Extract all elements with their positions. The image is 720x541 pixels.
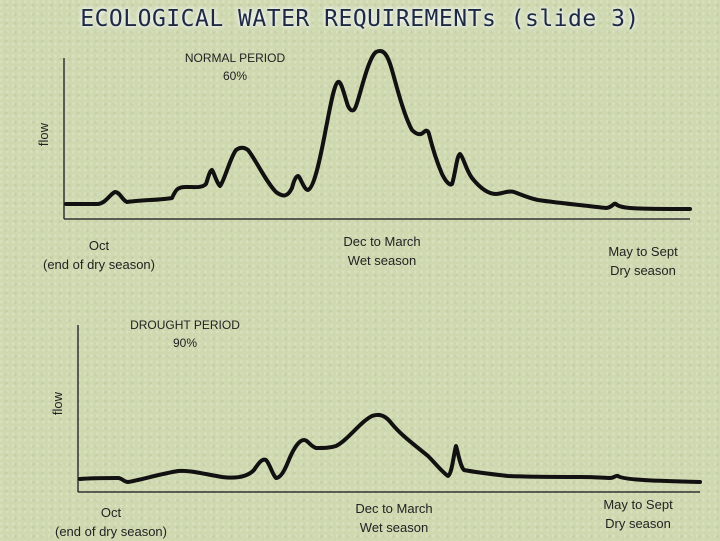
normal-season-wet-title: Dec to March (343, 234, 421, 249)
drought-season-dry-title: May to Sept (603, 497, 673, 512)
drought-season-wet-title: Dec to March (355, 501, 433, 516)
drought-period-percent: 90% (172, 336, 198, 350)
normal-period-title: NORMAL PERIOD (184, 51, 286, 65)
drought-season-dry-sub: Dry season (605, 516, 671, 531)
normal-season-oct-title: Oct (88, 238, 110, 253)
slide-title: ECOLOGICAL WATER REQUIREMENTs (slide 3) (80, 6, 640, 32)
drought-season-wet-sub: Wet season (359, 520, 429, 535)
normal-season-oct-sub: (end of dry season) (42, 257, 155, 272)
drought-flow-axis-label: flow (50, 391, 66, 416)
drought-period-title: DROUGHT PERIOD (130, 318, 240, 332)
normal-period-percent: 60% (222, 69, 248, 83)
normal-flow-axis-label: flow (36, 122, 52, 147)
normal-season-dry: May to Sept Dry season (583, 242, 703, 280)
normal-season-dry-sub: Dry season (610, 263, 676, 278)
normal-flow-curve (64, 49, 692, 211)
drought-season-wet: Dec to March Wet season (334, 499, 454, 537)
drought-season-oct-sub: (end of dry season) (54, 524, 167, 539)
normal-season-wet: Dec to March Wet season (322, 232, 442, 270)
drought-season-dry: May to Sept Dry season (578, 495, 698, 533)
drought-season-oct: Oct (end of dry season) (36, 503, 186, 541)
drought-season-oct-title: Oct (100, 505, 122, 520)
drought-period-label: DROUGHT PERIOD 90% (120, 316, 250, 352)
normal-period-label: NORMAL PERIOD 60% (175, 49, 295, 85)
normal-season-oct: Oct (end of dry season) (24, 236, 174, 274)
drought-flow-curve (78, 412, 702, 484)
normal-season-wet-sub: Wet season (347, 253, 417, 268)
normal-season-dry-title: May to Sept (608, 244, 678, 259)
